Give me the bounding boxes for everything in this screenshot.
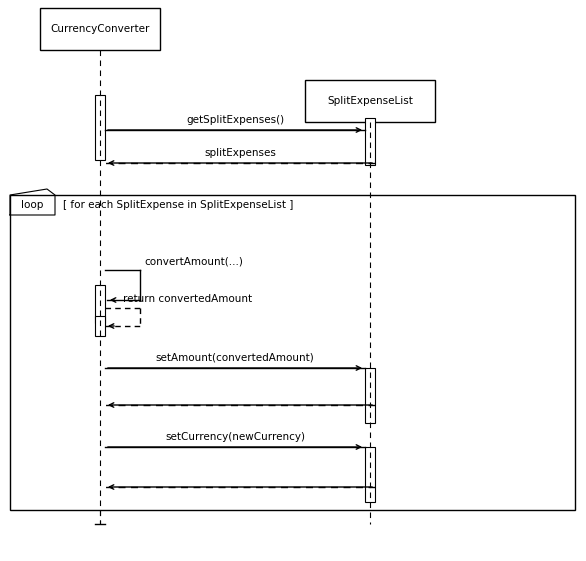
Bar — [40, 8, 160, 50]
Text: getSplitExpenses(): getSplitExpenses() — [186, 115, 284, 125]
Bar — [365, 368, 375, 423]
Bar — [365, 118, 375, 165]
Text: splitExpenses: splitExpenses — [204, 148, 276, 158]
Text: SplitExpenseList: SplitExpenseList — [327, 96, 413, 106]
Bar — [305, 80, 435, 122]
Text: CurrencyConverter: CurrencyConverter — [50, 24, 149, 34]
Bar — [95, 285, 105, 323]
Text: setAmount(convertedAmount): setAmount(convertedAmount) — [156, 353, 314, 363]
Text: return convertedAmount: return convertedAmount — [123, 294, 252, 304]
Bar — [365, 447, 375, 502]
Text: convertAmount(...): convertAmount(...) — [144, 256, 243, 266]
Bar — [95, 95, 105, 160]
Bar — [10, 195, 575, 510]
Text: setCurrency(newCurrency): setCurrency(newCurrency) — [165, 432, 305, 442]
Text: loop: loop — [21, 200, 44, 210]
Bar — [95, 316, 105, 336]
Text: [ for each SplitExpense in SplitExpenseList ]: [ for each SplitExpense in SplitExpenseL… — [63, 200, 294, 210]
